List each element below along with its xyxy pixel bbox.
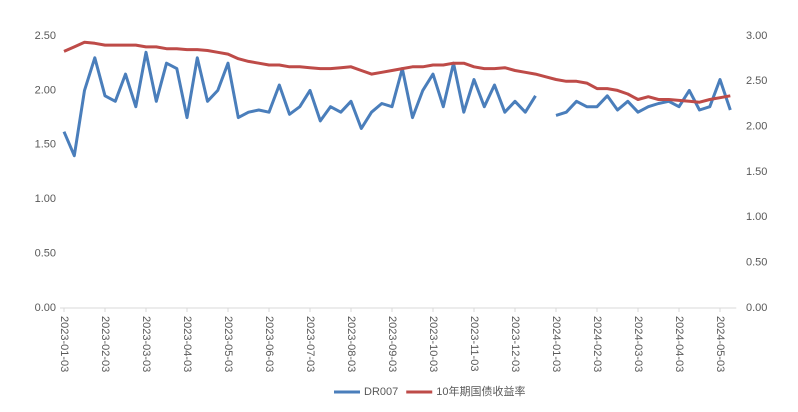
- y2-tick-label: 3.00: [746, 30, 767, 42]
- y-tick-label: 2.00: [35, 84, 56, 96]
- x-tick-label: 2023-01-03: [58, 316, 70, 372]
- x-tick-label: 2023-05-03: [222, 316, 234, 372]
- y-tick-label: 1.00: [35, 193, 56, 205]
- x-tick-label: 2024-05-03: [714, 316, 726, 372]
- y2-tick-label: 1.50: [746, 166, 767, 178]
- legend-label: DR007: [364, 386, 398, 398]
- x-tick-label: 2023-02-03: [99, 316, 111, 372]
- y-tick-label: 0.50: [35, 248, 56, 260]
- series-line: [62, 50, 732, 158]
- x-tick-label: 2023-08-03: [345, 316, 357, 372]
- x-tick-label: 2023-07-03: [304, 316, 316, 372]
- legend-label: 10年期国债收益率: [436, 384, 525, 398]
- x-tick-label: 2024-04-03: [673, 316, 685, 372]
- y-tick-label: 1.50: [35, 139, 56, 151]
- y-tick-label: 2.50: [35, 30, 56, 42]
- x-tick-label: 2024-02-03: [591, 316, 603, 372]
- y2-tick-label: 2.50: [746, 75, 767, 87]
- x-tick-label: 2024-01-03: [550, 316, 562, 372]
- x-tick-label: 2023-04-03: [181, 316, 193, 372]
- series-line: [63, 40, 731, 104]
- y2-tick-label: 1.00: [746, 211, 767, 223]
- x-tick-label: 2023-12-03: [509, 316, 521, 372]
- x-tick-label: 2023-09-03: [386, 316, 398, 372]
- y2-tick-label: 2.00: [746, 121, 767, 133]
- y2-tick-label: 0.00: [746, 302, 767, 314]
- y2-tick-label: 0.50: [746, 257, 767, 269]
- x-tick-label: 2023-10-03: [427, 316, 439, 372]
- y-tick-label: 0.00: [35, 302, 56, 314]
- x-tick-label: 2023-06-03: [263, 316, 275, 372]
- x-tick-label: 2023-03-03: [140, 316, 152, 372]
- x-tick-label: 2024-03-03: [632, 316, 644, 372]
- x-tick-label: 2023-11-03: [468, 316, 480, 371]
